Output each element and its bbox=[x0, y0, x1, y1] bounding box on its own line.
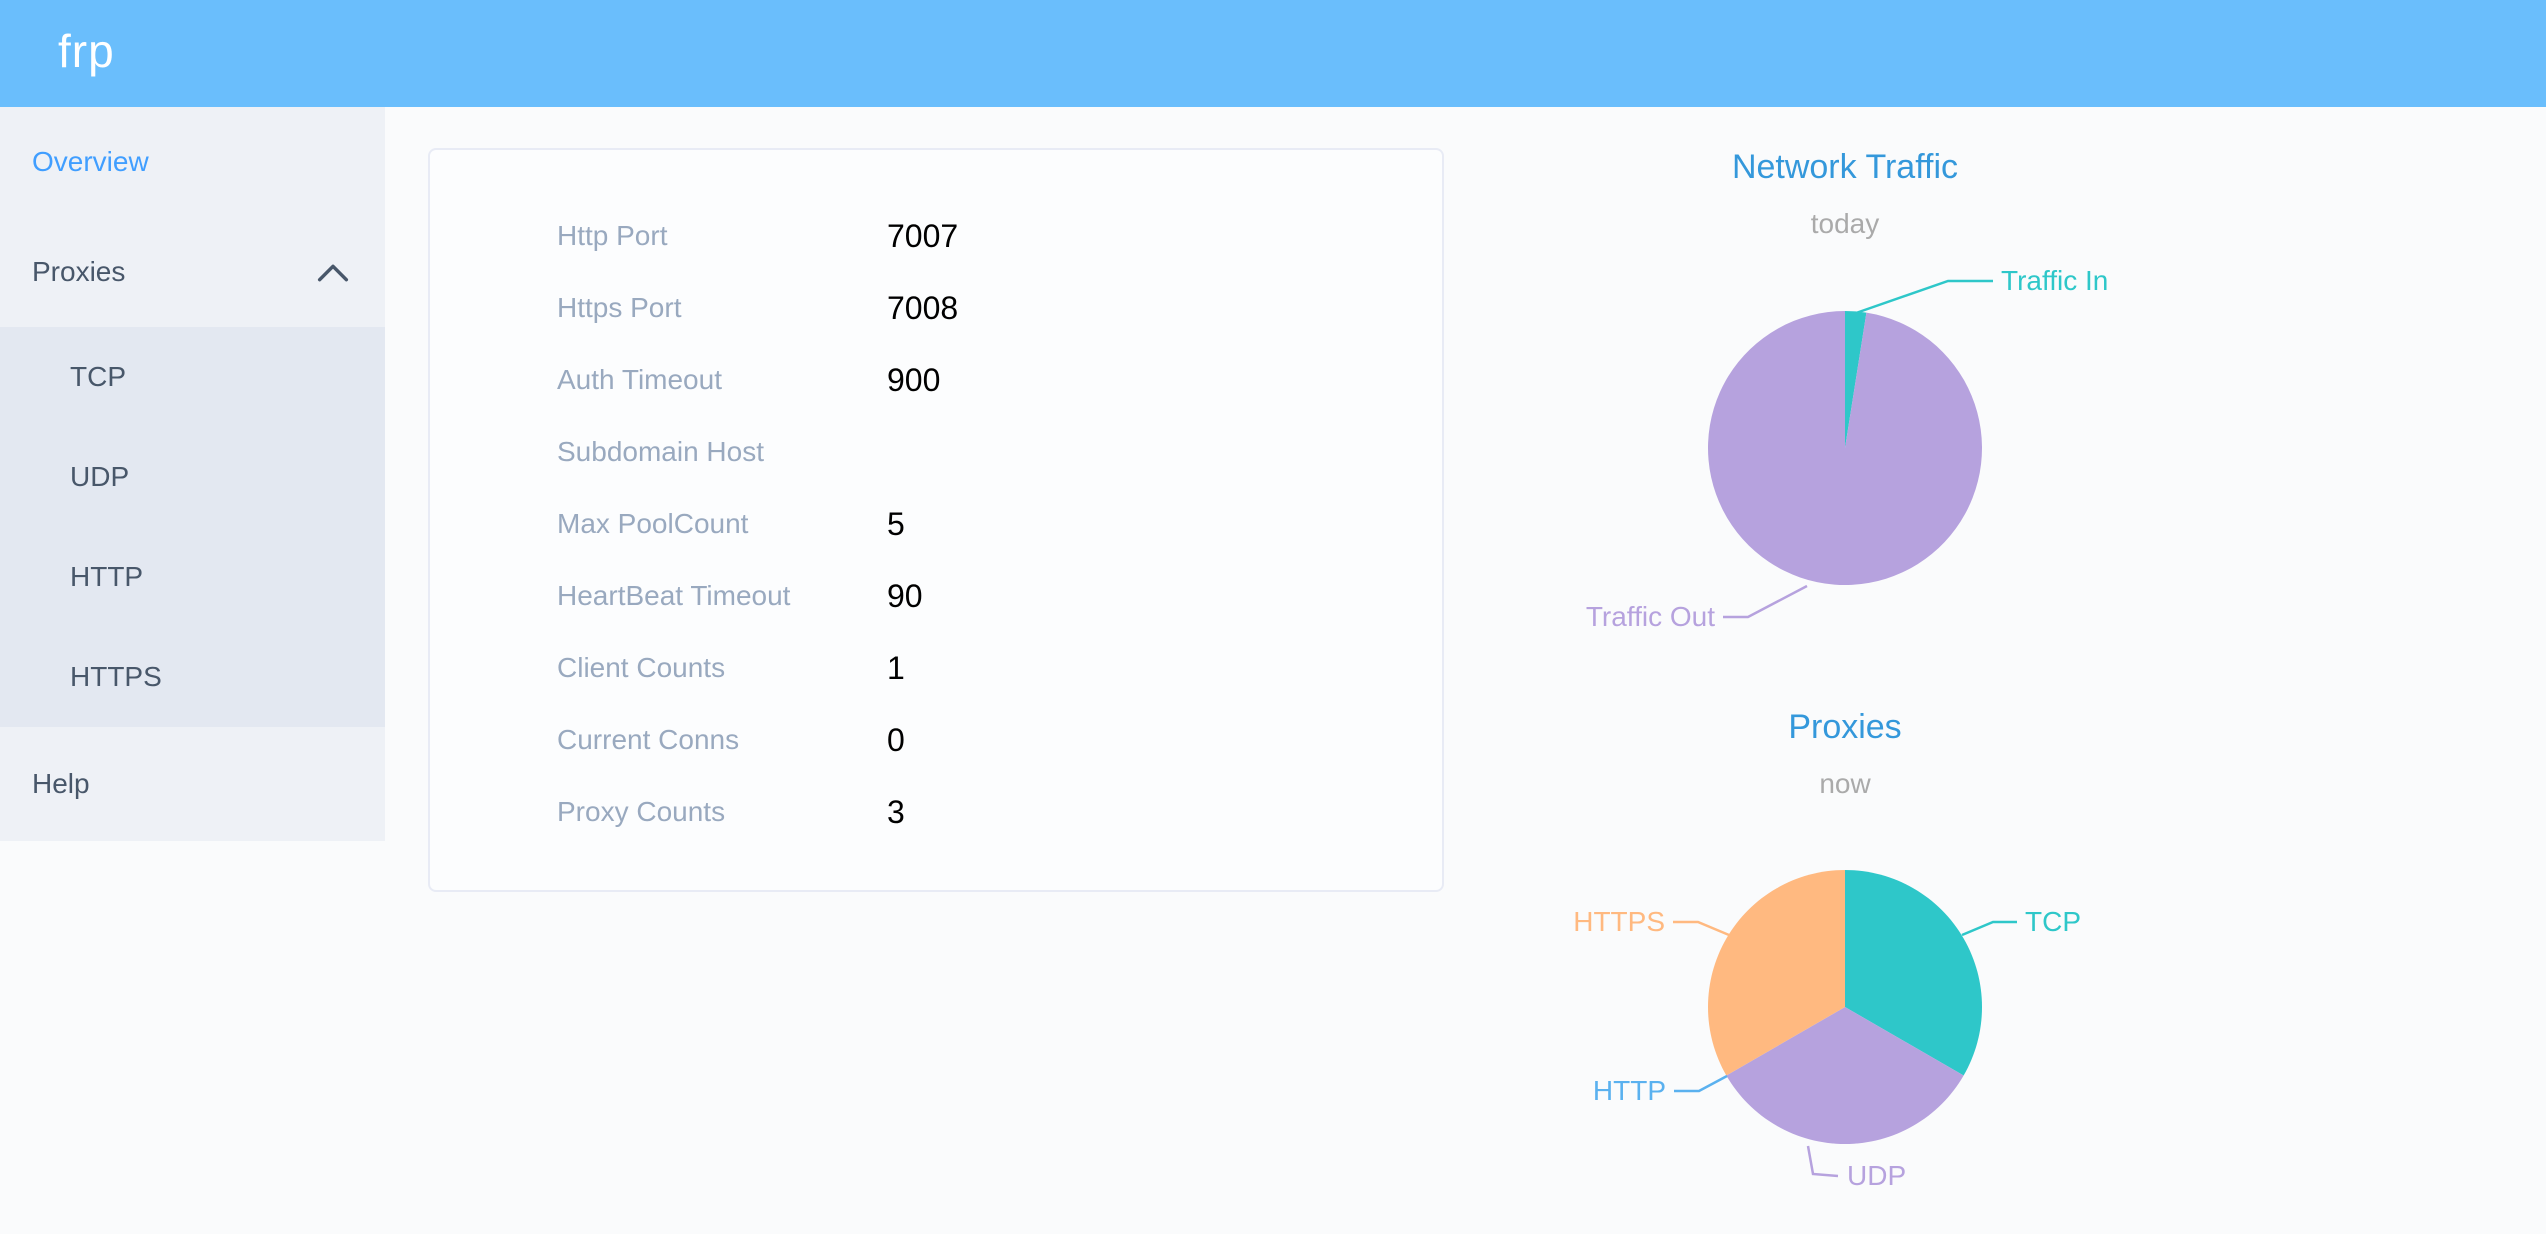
row-label: Http Port bbox=[557, 220, 668, 251]
table-row: Https Port 7008 bbox=[557, 272, 1442, 344]
sidebar-item-proxies[interactable]: Proxies bbox=[0, 217, 385, 327]
proxies-pie[interactable] bbox=[1545, 700, 2145, 1234]
table-row: Max PoolCount 5 bbox=[557, 488, 1442, 560]
leader-line-udp bbox=[1806, 1145, 1839, 1178]
row-label: Https Port bbox=[557, 292, 682, 323]
table-row: Current Conns 0 bbox=[557, 704, 1442, 776]
row-label: Proxy Counts bbox=[557, 796, 726, 827]
leader-line-traffic-in bbox=[1855, 279, 1993, 315]
leader-line-https bbox=[1673, 920, 1730, 937]
sidebar-item-http[interactable]: HTTP bbox=[70, 561, 144, 592]
chevron-up-icon bbox=[317, 264, 349, 282]
table-row: Client Counts 1 bbox=[557, 632, 1442, 704]
sidebar-submenu-proxies: TCP UDP HTTP HTTPS bbox=[0, 327, 385, 727]
row-value: 3 bbox=[887, 793, 905, 830]
sidebar-item-proxies-label: Proxies bbox=[32, 256, 126, 287]
pie-slice-traffic-out[interactable] bbox=[1707, 311, 1982, 585]
row-value: 7007 bbox=[887, 217, 959, 254]
table-row: Proxy Counts 3 bbox=[557, 776, 1442, 848]
sidebar-item-tcp[interactable]: TCP bbox=[70, 361, 126, 392]
chart-title: Proxies bbox=[1788, 708, 1902, 746]
app-logo: frp bbox=[58, 25, 115, 77]
table-row: Http Port 7007 bbox=[557, 200, 1442, 272]
row-value: 0 bbox=[887, 721, 905, 758]
row-label: Max PoolCount bbox=[557, 508, 749, 539]
table-row: HeartBeat Timeout 90 bbox=[557, 560, 1442, 632]
pie-slice-traffic-in[interactable] bbox=[1845, 311, 1867, 448]
proxies-chart: Proxies now TCP UDP HTTP HTTPS bbox=[1545, 700, 2145, 1234]
row-label: Auth Timeout bbox=[557, 364, 722, 395]
pie-label-http: HTTP bbox=[1592, 1075, 1666, 1106]
pie-label-traffic-out: Traffic Out bbox=[1585, 601, 1715, 632]
sidebar-item-help[interactable]: Help bbox=[32, 768, 90, 799]
leader-line-traffic-out bbox=[1723, 584, 1808, 619]
row-value: 90 bbox=[887, 577, 923, 614]
row-label: HeartBeat Timeout bbox=[557, 580, 791, 611]
pie-slice-https[interactable] bbox=[1708, 870, 1845, 1076]
row-label: Client Counts bbox=[557, 652, 726, 683]
row-value: 900 bbox=[887, 361, 941, 398]
chart-title: Network Traffic bbox=[1731, 148, 1959, 186]
row-value: 5 bbox=[887, 505, 905, 542]
pie-label-udp: UDP bbox=[1847, 1160, 1907, 1191]
network-traffic-pie[interactable] bbox=[1545, 140, 2145, 660]
table-row: Subdomain Host bbox=[557, 416, 1442, 488]
sidebar-item-https[interactable]: HTTPS bbox=[70, 661, 162, 692]
row-value: 7008 bbox=[887, 289, 959, 326]
row-label: Current Conns bbox=[557, 724, 740, 755]
leader-line-http bbox=[1674, 1074, 1728, 1093]
pie-slice-udp[interactable] bbox=[1726, 1007, 1964, 1144]
chart-subtitle: today bbox=[1810, 208, 1880, 239]
sidebar-item-overview[interactable]: Overview bbox=[32, 146, 149, 177]
row-value: 1 bbox=[887, 649, 905, 686]
sidebar-item-udp[interactable]: UDP bbox=[70, 461, 130, 492]
leader-line-tcp bbox=[1961, 920, 2017, 937]
pie-label-tcp: TCP bbox=[2025, 906, 2081, 937]
sidebar: Overview Proxies TCP UDP HTTP HTTPS Help bbox=[0, 107, 385, 841]
pie-label-traffic-in: Traffic In bbox=[2001, 265, 2109, 296]
server-info-card: Http Port 7007 Https Port 7008 Auth Timeou… bbox=[428, 148, 1444, 892]
pie-slice-tcp[interactable] bbox=[1845, 870, 1982, 1076]
pie-label-https: HTTPS bbox=[1573, 906, 1665, 937]
row-label: Subdomain Host bbox=[557, 436, 765, 467]
app-header: frp bbox=[0, 0, 2546, 107]
chart-subtitle: now bbox=[1819, 768, 1871, 799]
table-row: Auth Timeout 900 bbox=[557, 344, 1442, 416]
network-traffic-chart: Network Traffic today Traffic In Traffic… bbox=[1545, 140, 2145, 674]
